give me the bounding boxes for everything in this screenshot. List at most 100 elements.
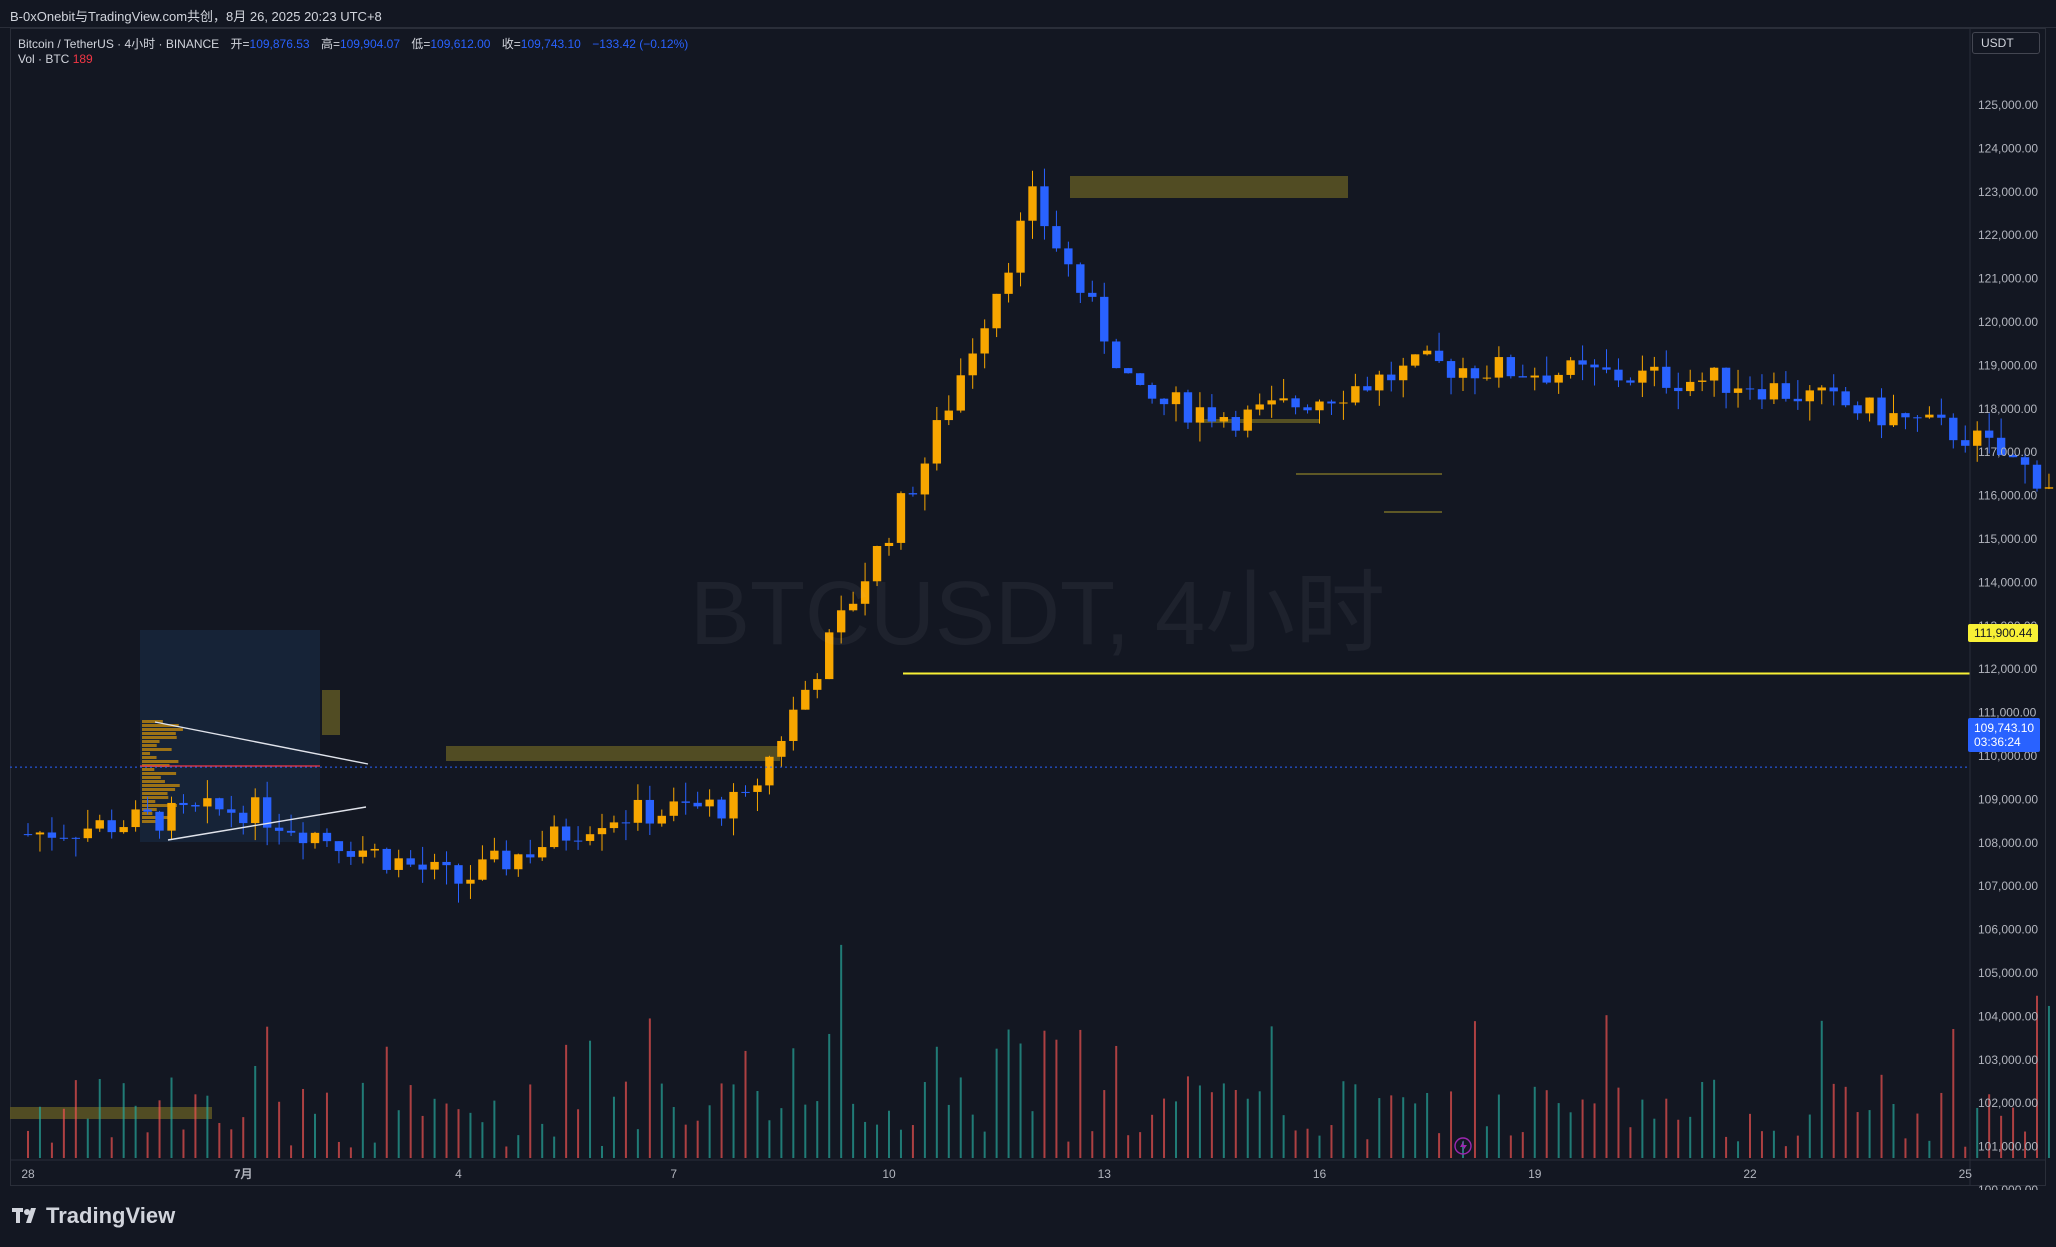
price-axis-label: 103,000.00 [1978,1053,2038,1067]
volume-bar [1904,1138,1907,1158]
candle-body [382,848,391,870]
volume-bar [696,1120,699,1158]
candle-body [980,328,989,354]
volume-bar [732,1084,735,1158]
volume-bar [1892,1104,1895,1158]
bar-countdown: 03:36:24 [1974,735,2021,749]
level-price-tag: 111,900.44 [1968,624,2039,642]
volume-bar [170,1077,173,1158]
volume-bar [1246,1098,1249,1158]
candle-body [1889,413,1898,426]
candle-body [1123,368,1133,374]
axes-layer: 125,000.00 124,000.00 123,000.00 122,000.00… [10,28,2046,1190]
candle-body [1817,387,1826,391]
candle-body [1135,373,1145,385]
volume-bar [1617,1087,1620,1158]
candle-body [358,850,368,857]
volume-bar [206,1095,209,1158]
volume-bar [684,1124,687,1158]
candle-body [1147,384,1157,399]
candle-body [1171,392,1181,405]
profile-row [142,728,183,731]
candle-body [1662,366,1671,388]
volume-bar [541,1123,544,1158]
candle-body [1506,357,1516,377]
legend-low: 109,612.00 [430,37,491,51]
volume-bar [481,1122,484,1158]
volume-bar [1772,1130,1775,1158]
candle-body [239,812,248,824]
volume-bar [122,1083,125,1158]
candle-body [1877,397,1886,426]
time-axis-label: 10 [882,1167,896,1181]
volume-value: 189 [72,52,93,66]
price-axis-label: 106,000.00 [1978,923,2038,937]
zone-aug-19 [1200,419,1320,423]
candles-layer [23,168,2054,903]
volume-bar [385,1046,388,1158]
legend-low-label: 低= [411,37,431,51]
candle-body [825,632,834,680]
candle-body [1387,374,1396,381]
candle-body [107,820,116,833]
currency-unit-button[interactable]: USDT [1972,32,2040,54]
footer [0,1190,2056,1247]
price-axis-label: 121,000.00 [1978,272,2038,286]
volume-bar [1306,1128,1309,1158]
volume-bar [660,1083,663,1158]
candle-body [992,293,1001,329]
candle-body [836,610,846,633]
candle-body [1530,375,1539,378]
candle-body [1590,364,1599,368]
candle-body [1614,369,1623,381]
volume-bar [1210,1092,1213,1158]
volume-bar [1055,1039,1058,1158]
legend-change: −133.42 (−0.12%) [592,37,689,51]
profile-row [142,796,169,799]
candle-body [526,854,535,858]
candle-body [573,840,583,842]
snapshot-title: B-0xOnebit与TradingView.com共创，8月 26, 2025… [10,9,382,24]
candle-body [191,805,200,807]
volume-bar [1067,1141,1070,1158]
candle-body [1076,264,1085,293]
candle-body [262,797,272,828]
volume-bar [1079,1029,1082,1158]
volume-bar [457,1109,460,1158]
top-bar: B-0xOnebit与TradingView.com共创，8月 26, 2025… [0,0,2056,28]
candle-body [1949,417,1958,441]
candle-body [1112,341,1121,369]
volume-bar [1533,1086,1536,1158]
price-axis-label: 118,000.00 [1978,402,2037,416]
profile-row [142,740,160,743]
volume-bar [852,1103,855,1158]
volume-bar [1354,1084,1357,1158]
candle-body [167,802,176,831]
time-axis-label: 7月 [234,1167,253,1181]
volume-label[interactable]: Vol · BTC [18,52,70,66]
fvg-zone [322,690,340,735]
candle-body [645,799,655,824]
volume-bar [971,1114,974,1158]
current-price-tag: 109,743.10 03:36:24 [1968,718,2041,752]
candle-body [490,850,499,860]
volume-bar [840,944,843,1158]
volume-bar [1569,1112,1572,1158]
time-axis-label: 4 [455,1167,462,1181]
candle-body [370,848,379,851]
candle-body [777,740,786,757]
price-axis-label: 115,000.00 [1978,532,2037,546]
tradingview-logo[interactable]: TradingView [12,1203,175,1229]
volume-bar [1115,1045,1118,1158]
candle-body [1769,383,1779,400]
triangle-upper-line [154,721,369,765]
candle-body [502,850,511,870]
volume-bar [553,1136,556,1158]
candle-body [1100,296,1109,342]
legend-symbol[interactable]: Bitcoin / TetherUS · 4小时 · BINANCE [18,37,220,51]
volume-bar [1641,1099,1644,1158]
volume-bar [230,1129,233,1158]
candlestick-chart[interactable]: 125,000.00 124,000.00 123,000.00 122,000.00… [0,0,2056,1190]
candle-body [35,832,45,835]
volume-bar [86,1118,89,1158]
